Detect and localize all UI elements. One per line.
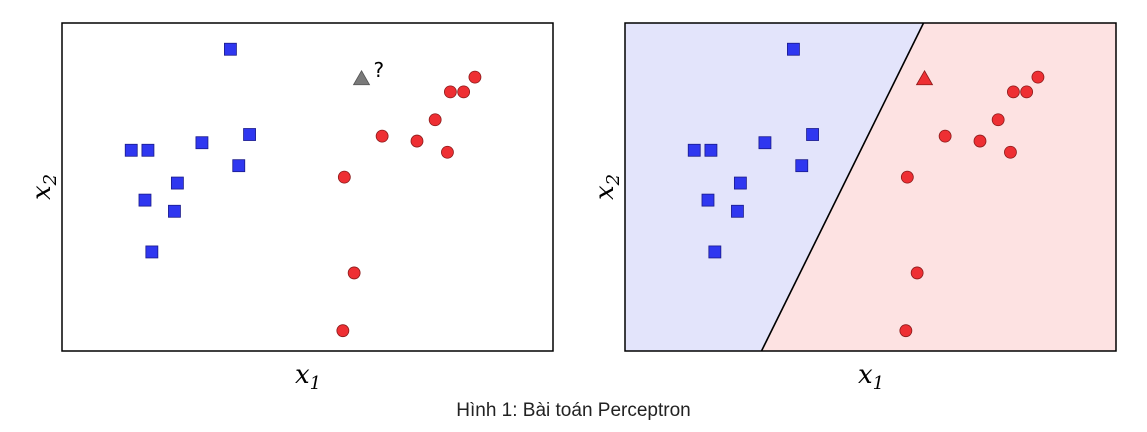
right-red-circle-point	[973, 134, 987, 148]
right-triangle-point	[915, 69, 934, 86]
right-blue-square-point	[806, 128, 819, 141]
right-red-circle-point	[991, 113, 1005, 127]
left-red-circle-point	[468, 70, 482, 84]
left-red-circle-point	[375, 129, 389, 143]
left-red-circle-point	[428, 113, 442, 127]
left-blue-square-point	[168, 204, 181, 218]
right-blue-square-point	[701, 193, 715, 207]
right-points	[687, 42, 1045, 338]
left-question-mark: ?	[374, 58, 385, 82]
left-blue-square-point	[195, 136, 209, 150]
left-blue-square-point	[138, 193, 152, 207]
right-red-circle-point	[910, 266, 924, 280]
right-red-circle-point	[900, 170, 914, 184]
left-blue-square-point	[145, 245, 159, 259]
left-blue-square-point	[141, 143, 155, 157]
right-red-circle-point	[1006, 85, 1020, 99]
right-blue-square-point	[708, 245, 722, 259]
left-red-circle-point	[410, 134, 424, 148]
right-blue-square-point	[795, 159, 809, 173]
decision-boundary-line	[760, 22, 925, 352]
figure: ? x1 x2 x1 x2	[27, 22, 1117, 394]
left-blue-square-point	[243, 128, 256, 141]
left-y-axis-label: x2	[27, 174, 61, 200]
blue-decision-region	[625, 23, 924, 351]
right-red-circle-point	[1004, 145, 1017, 159]
right-blue-square-point	[733, 176, 747, 190]
figure-caption: Hình 1: Bài toán Perceptron	[456, 400, 691, 421]
right-panel: x1 x2	[590, 22, 1117, 394]
left-red-circle-point	[443, 85, 457, 99]
left-red-circle-point	[337, 170, 351, 184]
red-decision-region	[761, 23, 1116, 351]
left-plot-frame	[61, 22, 554, 352]
left-blue-square-point	[170, 176, 184, 190]
left-triangle-point	[352, 69, 371, 86]
left-blue-square-point	[124, 143, 138, 157]
left-red-circle-point	[441, 145, 454, 159]
right-blue-square-point	[704, 143, 718, 157]
right-x-axis-label: x1	[858, 360, 884, 394]
right-blue-square-point	[758, 136, 772, 150]
left-red-circle-point	[347, 266, 361, 280]
right-red-circle-point	[899, 324, 913, 338]
right-blue-square-point	[687, 143, 701, 157]
right-y-axis-label: x2	[590, 174, 624, 200]
right-blue-square-point	[731, 204, 744, 218]
left-red-circle-point	[457, 85, 471, 99]
left-red-circle-point	[336, 324, 350, 338]
right-red-circle-point	[1031, 70, 1045, 84]
left-blue-square-point	[232, 159, 246, 173]
left-blue-square-point	[224, 42, 237, 56]
right-red-circle-point	[938, 129, 952, 143]
right-red-circle-point	[1020, 85, 1034, 99]
left-points	[124, 42, 482, 338]
left-x-axis-label: x1	[295, 360, 321, 394]
left-panel: ? x1 x2	[27, 22, 554, 394]
right-plot-frame	[624, 22, 1117, 352]
right-blue-square-point	[787, 42, 800, 56]
